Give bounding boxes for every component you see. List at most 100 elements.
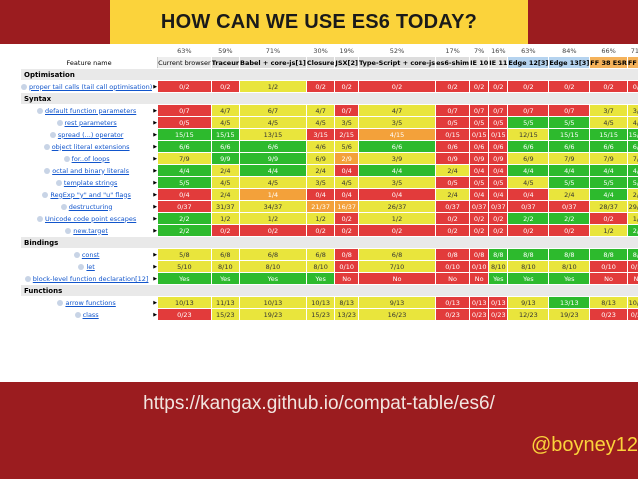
feature-label[interactable]: Unicode code point escapes <box>45 214 137 223</box>
result-cell: 6/6 <box>548 140 591 153</box>
feature-name-link[interactable]: const <box>19 248 154 261</box>
feature-name-link[interactable]: rest parameters <box>19 116 154 129</box>
result-cell: 16/23 <box>357 308 437 321</box>
column-header[interactable]: FF 42 <box>626 56 638 69</box>
feature-name-link[interactable]: octal and binary literals <box>19 164 154 177</box>
result-cell: 4/5 <box>239 116 307 129</box>
percent-cell: 71% <box>239 44 307 57</box>
feature-name-link[interactable]: spread (...) operator <box>19 128 154 141</box>
feature-label[interactable]: spread (...) operator <box>57 130 124 139</box>
result-cell: 0/2 <box>469 224 490 237</box>
result-cell: 2/4 <box>548 188 591 201</box>
result-cell: 4/7 <box>357 104 437 117</box>
feature-name-link[interactable]: destructuring <box>19 200 154 213</box>
result-cell: 1/2 <box>357 212 437 225</box>
result-cell: 9/13 <box>357 296 437 309</box>
feature-label[interactable]: block-level function declaration[12] <box>32 274 149 283</box>
table-row: destructuring ▶ 0/37 31/37 34/37 21/37 16/37 26… <box>19 200 638 213</box>
result-cell: Yes <box>239 272 307 285</box>
column-header[interactable]: Babel + core-js[1] <box>239 56 307 69</box>
feature-label[interactable]: proper tail calls (tail call optimisatio… <box>29 82 153 91</box>
result-cell: 5/5 <box>589 176 628 189</box>
feature-label[interactable]: class <box>82 310 99 319</box>
column-header[interactable]: Type-Script + core-js <box>357 56 437 69</box>
result-cell: 0/2 <box>239 224 307 237</box>
feature-name-link[interactable]: object literal extensions <box>19 140 154 153</box>
column-header[interactable]: Feature name <box>19 56 159 69</box>
feature-label[interactable]: octal and binary literals <box>52 166 130 175</box>
result-cell: 10/13 <box>305 296 336 309</box>
table-row: new.target ▶ 2/2 0/2 0/2 0/2 0/2 0/2 0/2 0/2 0/2 0/… <box>19 224 638 237</box>
feature-name-link[interactable]: block-level function declaration[12] <box>19 272 154 285</box>
result-cell: 4/5 <box>305 116 336 129</box>
percent-cell: 52% <box>357 44 437 57</box>
feature-name-link[interactable]: class <box>19 308 154 321</box>
section-label: Functions <box>19 284 638 297</box>
feature-label[interactable]: RegExp "y" and "u" flags <box>50 190 131 199</box>
feature-name-link[interactable]: new.target <box>19 224 154 237</box>
result-cell: 0/5 <box>435 176 471 189</box>
feature-name-link[interactable]: proper tail calls (tail call optimisatio… <box>19 80 154 93</box>
twitter-handle: @boyney123 <box>531 434 638 456</box>
column-header[interactable]: FF 38 ESR <box>589 56 628 69</box>
feature-label[interactable]: template strings <box>63 178 118 187</box>
feature-label[interactable]: new.target <box>73 226 108 235</box>
feature-label[interactable]: const <box>81 250 100 259</box>
result-cell: 0/4 <box>334 164 359 177</box>
result-cell: 10/13 <box>157 296 212 309</box>
feature-label[interactable]: for..of loops <box>71 154 110 163</box>
result-cell: 3/5 <box>357 176 437 189</box>
result-cell: 0/4 <box>469 188 490 201</box>
feature-label[interactable]: object literal extensions <box>51 142 130 151</box>
result-cell: 4/5 <box>239 176 307 189</box>
result-cell: 0/2 <box>488 212 509 225</box>
result-cell: 6/8 <box>357 248 437 261</box>
column-header[interactable]: Edge 13[3] <box>548 56 591 69</box>
feature-name-link[interactable]: RegExp "y" and "u" flags <box>19 188 154 201</box>
column-header[interactable]: Edge 12[3] <box>507 56 550 69</box>
column-header[interactable]: Closure <box>305 56 336 69</box>
column-header[interactable]: es6-shim <box>435 56 471 69</box>
column-header[interactable]: Current browser <box>157 56 212 69</box>
result-cell: Yes <box>548 272 591 285</box>
result-cell: 4/4 <box>157 164 212 177</box>
feature-name-link[interactable]: arrow functions <box>19 296 154 309</box>
feature-name-link[interactable]: Unicode code point escapes <box>19 212 154 225</box>
percent-cell: 84% <box>548 44 591 57</box>
result-cell: 29/37 <box>626 200 638 213</box>
feature-name-link[interactable]: for..of loops <box>19 152 154 165</box>
feature-name-link[interactable]: template strings <box>19 176 154 189</box>
result-cell: 13/13 <box>548 296 591 309</box>
result-cell: 8/8 <box>507 248 550 261</box>
result-cell: 3/7 <box>589 104 628 117</box>
column-header[interactable]: Traceur <box>210 56 241 69</box>
result-cell: 0/9 <box>435 152 471 165</box>
result-cell: 8/10 <box>548 260 591 273</box>
table-row: RegExp "y" and "u" flags ▶ 0/4 2/4 1/4 0/4 0/4… <box>19 188 638 201</box>
result-cell: 13/23 <box>334 308 359 321</box>
feature-name-link[interactable]: let <box>19 260 154 273</box>
result-cell: 0/23 <box>589 308 628 321</box>
feature-label[interactable]: default function parameters <box>45 106 137 115</box>
table-row: template strings ▶ 5/5 4/5 4/5 3/5 4/5 3/5 0/5 0/… <box>19 176 638 189</box>
result-cell: 0/13 <box>488 296 509 309</box>
percent-cell: 17% <box>435 44 471 57</box>
result-cell: 3/5 <box>357 116 437 129</box>
feature-label[interactable]: arrow functions <box>65 298 116 307</box>
column-header[interactable]: IE 11 <box>488 56 509 69</box>
result-cell: 3/15 <box>305 128 336 141</box>
result-cell: 0/2 <box>488 80 509 93</box>
feature-dot-icon <box>37 215 43 222</box>
feature-name-link[interactable]: default function parameters <box>19 104 154 117</box>
feature-label[interactable]: let <box>86 262 95 271</box>
result-cell: 6/9 <box>305 152 336 165</box>
section-label: Optimisation <box>19 68 638 81</box>
result-cell: 0/5 <box>435 116 471 129</box>
result-cell: 2/2 <box>157 224 212 237</box>
result-cell: 0/8 <box>435 248 471 261</box>
result-cell: 6/8 <box>239 248 307 261</box>
column-header[interactable]: IE 10 <box>469 56 490 69</box>
feature-label[interactable]: rest parameters <box>64 118 117 127</box>
feature-label[interactable]: destructuring <box>68 202 113 211</box>
column-header[interactable]: JSX[2] <box>334 56 359 69</box>
